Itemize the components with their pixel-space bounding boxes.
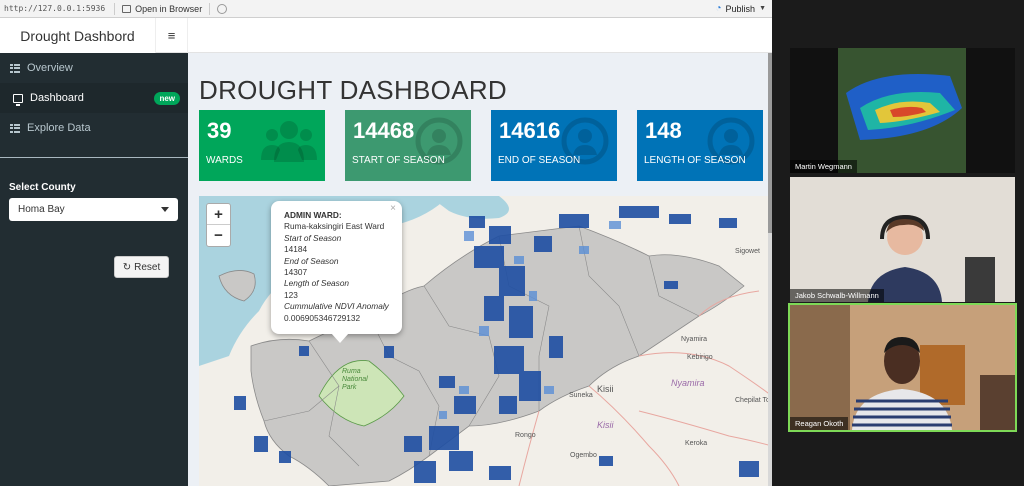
- window-icon: [122, 4, 132, 13]
- app-logo-title[interactable]: Drought Dashbord: [0, 18, 156, 53]
- map-label-sigowet: Sigowet: [735, 248, 760, 255]
- hamburger-icon[interactable]: ≡: [156, 18, 188, 53]
- reset-button[interactable]: ↻ Reset: [114, 256, 169, 278]
- start-of-season-label: START OF SEASON: [352, 155, 445, 166]
- publish-icon: ◔: [715, 3, 722, 14]
- scrollbar-thumb[interactable]: [768, 53, 772, 233]
- popup-eos-value: 14307: [284, 267, 308, 278]
- chevron-down-icon: ▼: [759, 5, 766, 12]
- participant-name: Reagan Okoth: [790, 417, 849, 430]
- refresh-icon[interactable]: [217, 3, 228, 14]
- grid-icon: [10, 63, 20, 73]
- vertical-scrollbar[interactable]: [768, 53, 772, 486]
- participant-video: [790, 177, 1015, 302]
- map-label-ogembo: Ogembo: [570, 452, 597, 459]
- participant-tile[interactable]: Jakob Schwalb-Willmann: [790, 177, 1015, 302]
- publish-button[interactable]: ◔ Publish ▼: [715, 3, 772, 14]
- county-select[interactable]: Homa Bay: [9, 198, 178, 221]
- county-select-value: Homa Bay: [18, 204, 65, 215]
- popup-sos-value: 14184: [284, 244, 308, 255]
- value-box-end-of-season: 14616 END OF SEASON: [491, 110, 617, 181]
- participant-tile[interactable]: Martin Wegmann: [790, 48, 1015, 173]
- map-label-national-park: Ruma National Park: [342, 368, 368, 391]
- map-label-kebirigo: Kebirigo: [687, 354, 713, 361]
- sidebar-divider: [0, 157, 188, 158]
- value-box-start-of-season: 14468 START OF SEASON: [345, 110, 471, 181]
- participant-video: [790, 305, 1015, 430]
- user-circle-icon: [707, 117, 755, 165]
- zoom-in-button[interactable]: +: [207, 204, 230, 225]
- app-header: Drought Dashbord ≡: [0, 18, 772, 53]
- map-label-nyamira: Nyamira: [681, 336, 708, 343]
- user-circle-icon: [561, 117, 609, 165]
- sidebar: Overview Dashboard new Explore Data Sele…: [0, 53, 188, 486]
- map-label-keroka: Keroka: [685, 440, 708, 447]
- value-box-wards: 39 WARDS: [199, 110, 325, 181]
- participant-video: [838, 48, 966, 173]
- participant-name: Jakob Schwalb-Willmann: [790, 289, 884, 302]
- select-county-label: Select County: [9, 182, 76, 193]
- refresh-icon: ↻: [122, 261, 132, 273]
- map-label-suneka: Suneka: [569, 392, 593, 399]
- sidebar-item-overview[interactable]: Overview: [0, 53, 188, 83]
- length-of-season-value: 148: [645, 118, 682, 143]
- map-label-kisii-region: Kisii: [597, 420, 614, 430]
- new-badge: new: [154, 91, 180, 105]
- length-of-season-label: LENGTH OF SEASON: [644, 155, 746, 166]
- toolbar-divider: [114, 2, 116, 15]
- popup-ndvi-label: Cummulative NDVI Anomaly: [284, 301, 389, 312]
- zoom-control: + −: [206, 203, 231, 247]
- open-in-browser-label: Open in Browser: [135, 3, 203, 14]
- zoom-out-button[interactable]: −: [214, 227, 223, 244]
- publish-label: Publish: [725, 3, 756, 14]
- popup-ndvi-value: 0.006905346729132: [284, 312, 361, 323]
- sidebar-item-dashboard[interactable]: Dashboard new: [0, 83, 188, 113]
- wards-value: 39: [207, 118, 232, 143]
- sidebar-item-label: Dashboard: [30, 92, 84, 104]
- popup-los-label: Length of Season: [284, 278, 350, 289]
- browser-toolbar: http://127.0.0.1:5936 Open in Browser ◔ …: [0, 0, 772, 18]
- monitor-icon: [13, 93, 23, 106]
- map-label-rongo: Rongo: [515, 432, 536, 439]
- end-of-season-label: END OF SEASON: [498, 155, 581, 166]
- value-box-length-of-season: 148 LENGTH OF SEASON: [637, 110, 763, 181]
- popup-los-value: 123: [284, 289, 298, 300]
- participant-tile-active-speaker[interactable]: Reagan Okoth: [788, 303, 1017, 432]
- leaflet-map[interactable]: + − Sigowet Nyamira Kebirigo Kisii Sunek…: [199, 196, 772, 486]
- wards-label: WARDS: [206, 155, 243, 166]
- popup-eos-label: End of Season: [284, 255, 339, 266]
- popup-sos-label: Start of Season: [284, 232, 342, 243]
- end-of-season-value: 14616: [499, 118, 561, 143]
- map-label-kisii: Kisii: [597, 384, 614, 394]
- start-of-season-value: 14468: [353, 118, 415, 143]
- url-text[interactable]: http://127.0.0.1:5936: [4, 4, 106, 13]
- sidebar-item-label: Explore Data: [27, 122, 91, 134]
- toolbar-divider: [209, 2, 211, 15]
- user-circle-icon: [415, 117, 463, 165]
- popup-heading: ADMIN WARD:: [284, 210, 342, 220]
- map-label-nyamira-region: Nyamira: [671, 378, 705, 388]
- sidebar-item-label: Overview: [27, 62, 73, 74]
- app-window: Drought Dashbord ≡ Overview Dashboard ne…: [0, 18, 772, 486]
- participant-name: Martin Wegmann: [790, 160, 857, 173]
- users-icon: [261, 121, 317, 162]
- grid-icon: [10, 123, 20, 133]
- reset-label: Reset: [134, 261, 161, 273]
- ward-popup: × ADMIN WARD: Ruma-kaksingiri East Ward …: [271, 201, 402, 343]
- main-content: DROUGHT DASHBOARD 39 WARDS 14468 START O…: [188, 53, 772, 486]
- popup-ward-name: Ruma-kaksingiri East Ward: [284, 221, 385, 232]
- map-label-chepilat: Chepilat Tc: [735, 397, 770, 404]
- page-title: DROUGHT DASHBOARD: [199, 75, 507, 105]
- close-icon[interactable]: ×: [390, 203, 396, 214]
- caret-down-icon: [161, 207, 169, 212]
- open-in-browser-button[interactable]: Open in Browser: [118, 4, 206, 14]
- sidebar-item-explore-data[interactable]: Explore Data: [0, 113, 188, 143]
- video-call-panel: Martin Wegmann Jakob Schwalb-Willmann Re…: [772, 0, 1024, 486]
